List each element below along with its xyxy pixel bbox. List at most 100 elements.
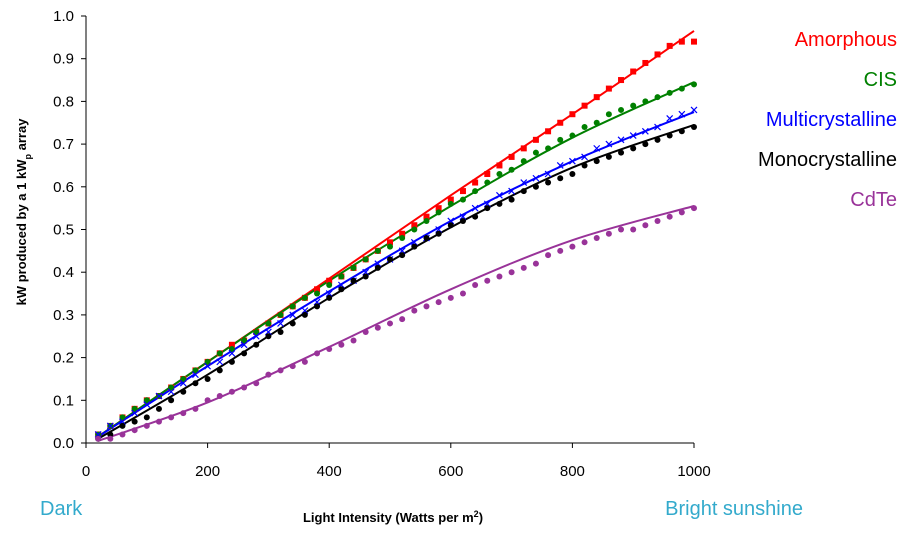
point-multicrystalline <box>179 379 187 387</box>
fit-lines <box>97 30 695 442</box>
point-cis <box>399 235 406 242</box>
point-cdte <box>520 264 527 271</box>
point-cdte <box>691 205 697 212</box>
y-axis-title: kW produced by a 1 kWp array <box>14 118 33 306</box>
point-multicrystalline <box>192 371 199 379</box>
point-monocrystalline <box>654 136 661 143</box>
point-multicrystalline <box>143 401 151 408</box>
point-cis <box>459 196 466 203</box>
fit-line-monocrystalline <box>97 123 695 440</box>
point-multicrystalline <box>94 431 102 438</box>
point-monocrystalline <box>216 367 223 374</box>
point-cdte <box>107 435 114 442</box>
point-monocrystalline <box>277 328 284 335</box>
y-tick-label: 1.0 <box>53 8 74 25</box>
point-cis <box>678 85 685 92</box>
point-monocrystalline <box>666 132 673 139</box>
point-cdte <box>289 363 296 370</box>
point-cdte <box>484 277 491 284</box>
point-cis <box>362 256 369 263</box>
point-monocrystalline <box>204 375 211 382</box>
point-multicrystalline <box>374 260 382 268</box>
point-cis <box>605 111 612 118</box>
point-cdte <box>192 405 199 412</box>
point-monocrystalline <box>289 320 296 327</box>
point-multicrystalline <box>593 144 601 152</box>
point-cdte <box>411 307 418 314</box>
point-cdte <box>435 299 442 306</box>
point-multicrystalline <box>532 174 540 182</box>
point-multicrystalline <box>581 153 588 161</box>
point-cdte <box>593 235 600 242</box>
point-multicrystalline <box>337 281 345 289</box>
point-cdte <box>374 324 381 331</box>
point-cis <box>484 179 491 186</box>
point-multicrystalline <box>483 200 491 208</box>
point-amorphous <box>642 59 649 66</box>
point-multicrystalline <box>459 213 467 221</box>
point-monocrystalline <box>593 158 600 165</box>
point-amorphous <box>593 94 600 101</box>
point-multicrystalline <box>508 187 516 195</box>
point-multicrystalline <box>447 217 455 225</box>
point-cdte <box>350 337 357 344</box>
point-cis <box>131 405 138 412</box>
point-amorphous <box>228 341 235 348</box>
point-multicrystalline <box>629 132 637 139</box>
point-cdte <box>168 414 175 421</box>
x-tick-label: 1000 <box>677 463 710 480</box>
point-monocrystalline <box>691 124 697 131</box>
point-cdte <box>326 346 333 353</box>
y-tick-label: 0.4 <box>53 264 74 281</box>
point-cdte <box>204 397 211 404</box>
point-cis <box>350 264 357 271</box>
point-cdte <box>581 239 588 246</box>
x-axis-title: Light Intensity (Watts per m2) <box>303 509 483 525</box>
point-monocrystalline <box>508 196 515 203</box>
point-cis <box>545 145 552 152</box>
point-multicrystalline <box>641 127 649 135</box>
point-monocrystalline <box>642 141 649 148</box>
y-tick-label: 0.7 <box>53 136 74 153</box>
point-amorphous <box>666 42 673 49</box>
point-monocrystalline <box>569 170 576 177</box>
point-cdte <box>277 367 284 374</box>
point-amorphous <box>399 230 406 237</box>
point-multicrystalline <box>216 358 224 366</box>
point-cdte <box>387 320 393 327</box>
point-cis <box>654 94 661 101</box>
point-monocrystalline <box>326 294 333 301</box>
point-monocrystalline <box>399 252 406 259</box>
point-amorphous <box>496 162 503 169</box>
point-cdte <box>605 230 612 237</box>
point-amorphous <box>314 286 321 293</box>
point-cdte <box>155 418 162 425</box>
x-tick-label: 400 <box>317 463 342 480</box>
point-monocrystalline <box>265 333 272 340</box>
legend-entry-cdte: CdTe <box>850 189 897 211</box>
point-amorphous <box>545 128 552 135</box>
point-monocrystalline <box>301 311 308 318</box>
x-tick-label: 800 <box>560 463 585 480</box>
point-monocrystalline <box>484 205 491 212</box>
point-cis <box>168 384 175 391</box>
point-cis <box>374 247 381 254</box>
point-multicrystalline <box>313 298 321 306</box>
point-cdte <box>459 290 466 297</box>
point-multicrystalline <box>617 136 625 144</box>
point-multicrystalline <box>568 157 576 165</box>
point-multicrystalline <box>228 349 236 357</box>
point-cdte <box>423 303 430 310</box>
point-multicrystalline <box>289 311 297 319</box>
point-amorphous <box>508 153 515 160</box>
point-amorphous <box>326 277 333 284</box>
point-cdte <box>532 260 539 267</box>
point-monocrystalline <box>520 188 527 195</box>
point-monocrystalline <box>605 153 612 160</box>
point-cdte <box>630 226 637 233</box>
point-cdte <box>569 243 576 250</box>
point-monocrystalline <box>581 162 588 169</box>
point-monocrystalline <box>155 405 162 412</box>
x-tick-label: 0 <box>82 463 90 480</box>
